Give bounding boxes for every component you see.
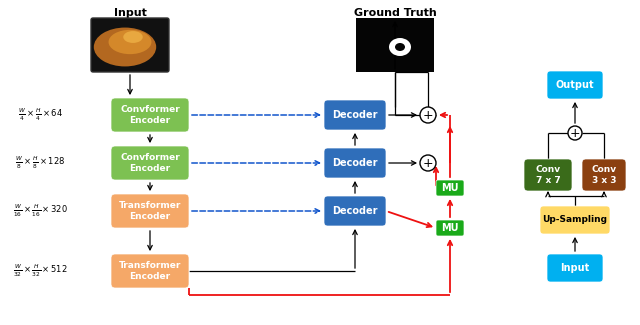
Ellipse shape xyxy=(124,31,143,43)
FancyBboxPatch shape xyxy=(524,159,572,191)
Text: Transformer
Encoder: Transformer Encoder xyxy=(119,201,181,221)
FancyBboxPatch shape xyxy=(540,206,610,234)
FancyBboxPatch shape xyxy=(582,159,626,191)
Text: Decoder: Decoder xyxy=(332,110,378,120)
Circle shape xyxy=(568,126,582,140)
Text: $\frac{W}{8} \times \frac{H}{8} \times 128$: $\frac{W}{8} \times \frac{H}{8} \times 1… xyxy=(15,155,65,171)
Text: Transformer
Encoder: Transformer Encoder xyxy=(119,261,181,281)
FancyBboxPatch shape xyxy=(111,146,189,180)
Ellipse shape xyxy=(94,28,156,66)
Text: Output: Output xyxy=(556,80,595,90)
FancyBboxPatch shape xyxy=(547,71,603,99)
Text: Conv
7 x 7: Conv 7 x 7 xyxy=(536,165,561,185)
FancyBboxPatch shape xyxy=(436,180,464,196)
Circle shape xyxy=(420,107,436,123)
Ellipse shape xyxy=(395,43,405,51)
Bar xyxy=(91,18,169,72)
FancyBboxPatch shape xyxy=(547,254,603,282)
Ellipse shape xyxy=(109,30,152,54)
Text: Decoder: Decoder xyxy=(332,206,378,216)
Text: +: + xyxy=(570,127,580,140)
Text: Convformer
Encoder: Convformer Encoder xyxy=(120,105,180,125)
FancyBboxPatch shape xyxy=(324,196,386,226)
Text: Decoder: Decoder xyxy=(332,158,378,168)
Text: $\frac{W}{16} \times \frac{H}{16} \times 320$: $\frac{W}{16} \times \frac{H}{16} \times… xyxy=(13,203,67,219)
Text: Conv
3 x 3: Conv 3 x 3 xyxy=(591,165,616,185)
FancyBboxPatch shape xyxy=(324,148,386,178)
Text: Ground Truth: Ground Truth xyxy=(354,8,436,18)
Text: +: + xyxy=(422,157,433,170)
Text: MU: MU xyxy=(441,223,459,233)
Bar xyxy=(356,18,434,72)
Text: Input: Input xyxy=(561,263,589,273)
FancyBboxPatch shape xyxy=(111,194,189,228)
Text: $\frac{W}{4} \times \frac{H}{4} \times 64$: $\frac{W}{4} \times \frac{H}{4} \times 6… xyxy=(17,107,63,123)
Circle shape xyxy=(420,155,436,171)
FancyBboxPatch shape xyxy=(111,98,189,132)
Text: $\frac{W}{32} \times \frac{H}{32} \times 512$: $\frac{W}{32} \times \frac{H}{32} \times… xyxy=(13,263,67,279)
Ellipse shape xyxy=(389,38,411,56)
FancyBboxPatch shape xyxy=(436,220,464,236)
FancyBboxPatch shape xyxy=(111,254,189,288)
Text: Input: Input xyxy=(113,8,147,18)
FancyBboxPatch shape xyxy=(324,100,386,130)
Text: +: + xyxy=(422,109,433,122)
Text: MU: MU xyxy=(441,183,459,193)
Text: Up-Sampling: Up-Sampling xyxy=(543,215,607,225)
Text: Convformer
Encoder: Convformer Encoder xyxy=(120,153,180,173)
